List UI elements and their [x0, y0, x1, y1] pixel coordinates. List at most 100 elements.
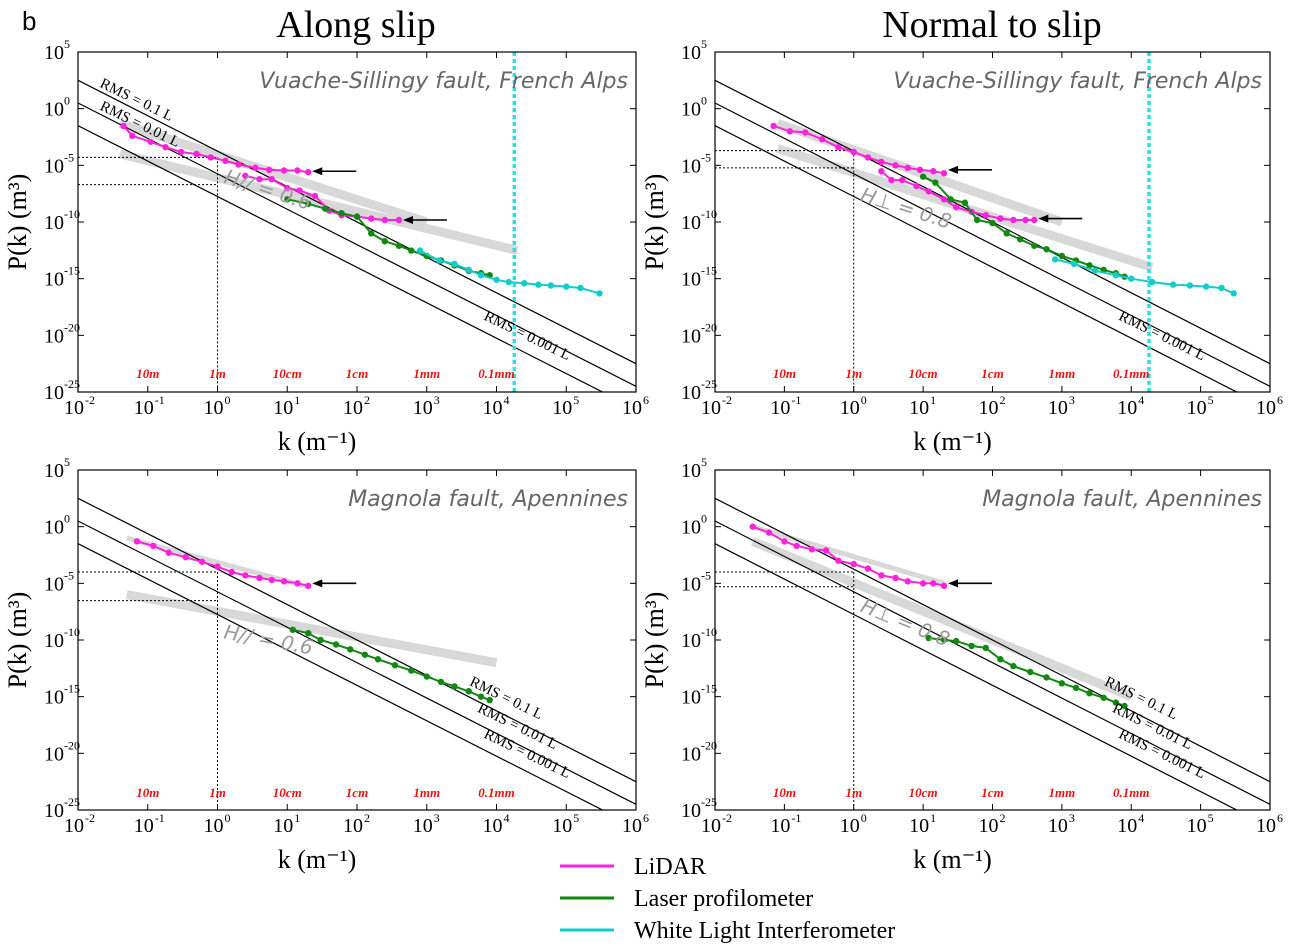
data-point	[940, 196, 948, 203]
rms-line	[78, 520, 636, 805]
y-tick-label: 10	[681, 630, 701, 652]
data-point	[596, 290, 603, 297]
data-point	[1086, 690, 1093, 697]
rms-label: RMS = 0.001 L	[481, 308, 573, 364]
data-point	[222, 157, 229, 165]
x-axis-label: k (m⁻¹)	[913, 427, 992, 456]
data-point	[505, 278, 512, 286]
y-axis-label: P(k) (m³)	[3, 174, 32, 271]
y-tick-exponent: -5	[64, 568, 74, 582]
x-tick-label: 10	[483, 815, 503, 837]
y-tick-label: 10	[44, 743, 64, 765]
data-point	[878, 572, 885, 579]
wavelength-label: 1cm	[981, 785, 1003, 800]
x-tick-label: 10	[204, 815, 224, 837]
y-tick-label: 10	[681, 42, 701, 64]
y-tick-exponent: 0	[64, 94, 70, 108]
x-tick-label: 10	[552, 815, 572, 837]
data-point	[391, 661, 399, 669]
data-point	[904, 164, 911, 172]
x-tick-label: 10	[1048, 815, 1068, 837]
wavelength-label: 1m	[209, 785, 226, 800]
x-tick-label: 10	[273, 397, 293, 419]
x-tick-exponent: -1	[155, 811, 165, 825]
site-title: Vuache-Sillingy fault, French Alps	[893, 69, 1262, 94]
data-point	[120, 122, 127, 130]
data-point	[899, 176, 906, 184]
data-point	[465, 688, 472, 695]
cutoff-arrow-head	[312, 167, 323, 176]
data-point	[437, 678, 445, 686]
x-tick-label: 10	[483, 397, 503, 419]
data-point	[284, 184, 291, 192]
x-tick-exponent: 3	[434, 811, 440, 825]
wavelength-label: 10m	[136, 366, 159, 381]
data-point	[947, 196, 954, 203]
wavelength-label: 1m	[845, 366, 862, 381]
data-point	[235, 161, 242, 168]
y-tick-label: 10	[44, 687, 64, 709]
hurst-fit-line	[751, 537, 1133, 701]
y-tick-label: 10	[44, 325, 64, 347]
rms-line	[715, 125, 1239, 392]
y-tick-label: 10	[681, 269, 701, 291]
data-point	[982, 644, 989, 652]
x-tick-label: 10	[64, 397, 84, 419]
data-point	[477, 693, 485, 700]
data-point	[1022, 216, 1029, 224]
data-point	[1051, 256, 1059, 263]
y-tick-exponent: -5	[64, 150, 74, 164]
wavelength-label: 0.1mm	[478, 785, 514, 800]
cutoff-arrow-head	[948, 579, 959, 588]
data-point	[916, 166, 924, 174]
wavelength-label: 10cm	[909, 785, 938, 800]
x-tick-label: 10	[134, 397, 154, 419]
y-tick-exponent: -25	[64, 795, 80, 809]
data-point	[395, 216, 403, 224]
x-tick-exponent: -2	[722, 811, 732, 825]
data-point	[198, 558, 206, 565]
y-tick-label: 10	[44, 460, 64, 482]
data-point	[563, 283, 570, 290]
x-tick-exponent: 6	[643, 811, 649, 825]
y-tick-label: 10	[681, 212, 701, 234]
x-tick-label: 10	[979, 815, 999, 837]
data-point	[423, 673, 430, 680]
y-tick-exponent: 0	[701, 94, 707, 108]
x-tick-label: 10	[701, 815, 721, 837]
data-point	[919, 173, 927, 180]
data-point	[547, 282, 554, 289]
data-point	[1230, 290, 1237, 297]
data-point	[1202, 283, 1210, 290]
x-tick-exponent: 6	[1277, 393, 1283, 407]
rms-line	[78, 543, 604, 810]
data-point	[381, 238, 388, 245]
x-tick-exponent: 3	[1069, 393, 1075, 407]
rms-line	[78, 79, 636, 365]
data-point	[904, 578, 911, 585]
data-point	[1121, 702, 1128, 710]
x-tick-exponent: 4	[1138, 393, 1144, 407]
data-point	[177, 148, 185, 156]
x-tick-exponent: -1	[155, 393, 165, 407]
x-tick-label: 10	[840, 815, 860, 837]
y-tick-label: 10	[44, 630, 64, 652]
x-tick-label: 10	[909, 815, 929, 837]
y-tick-label: 10	[681, 382, 701, 404]
y-tick-label: 10	[44, 42, 64, 64]
y-tick-exponent: -5	[701, 568, 711, 582]
x-tick-label: 10	[622, 397, 642, 419]
panel-letter: b	[22, 6, 36, 36]
x-tick-exponent: -1	[791, 811, 801, 825]
data-point	[305, 582, 312, 590]
data-point	[305, 168, 312, 176]
data-point	[214, 563, 221, 570]
series-line	[928, 637, 1125, 707]
data-point	[1031, 216, 1038, 224]
series-line	[419, 249, 600, 295]
rms-label: RMS = 0.001 L	[1116, 308, 1208, 364]
wavelength-label: 1cm	[346, 785, 368, 800]
data-point	[1031, 242, 1038, 249]
x-tick-exponent: 5	[573, 811, 579, 825]
